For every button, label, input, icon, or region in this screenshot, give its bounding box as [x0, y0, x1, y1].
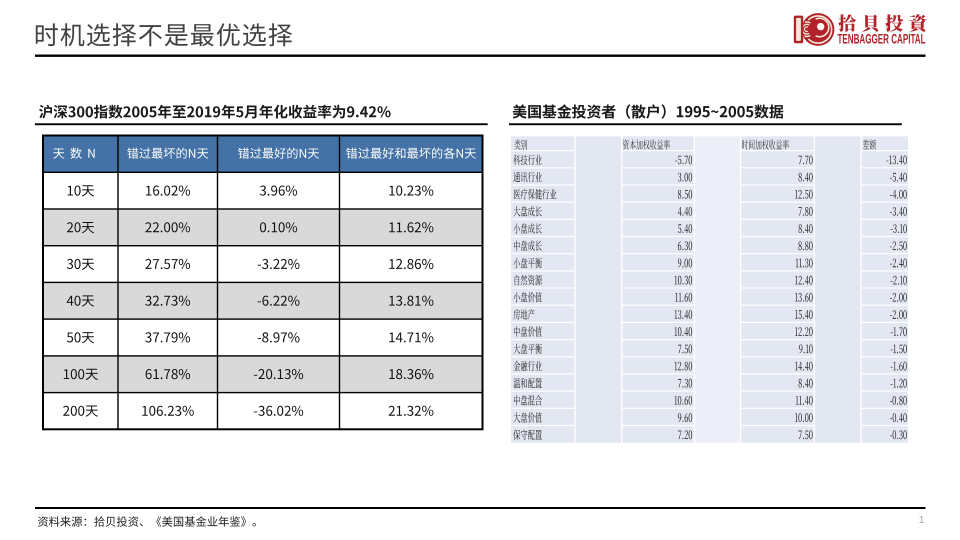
svg-text:1: 1 — [919, 514, 925, 526]
svg-text:TENBAGGER CAPITAL: TENBAGGER CAPITAL — [838, 32, 926, 48]
